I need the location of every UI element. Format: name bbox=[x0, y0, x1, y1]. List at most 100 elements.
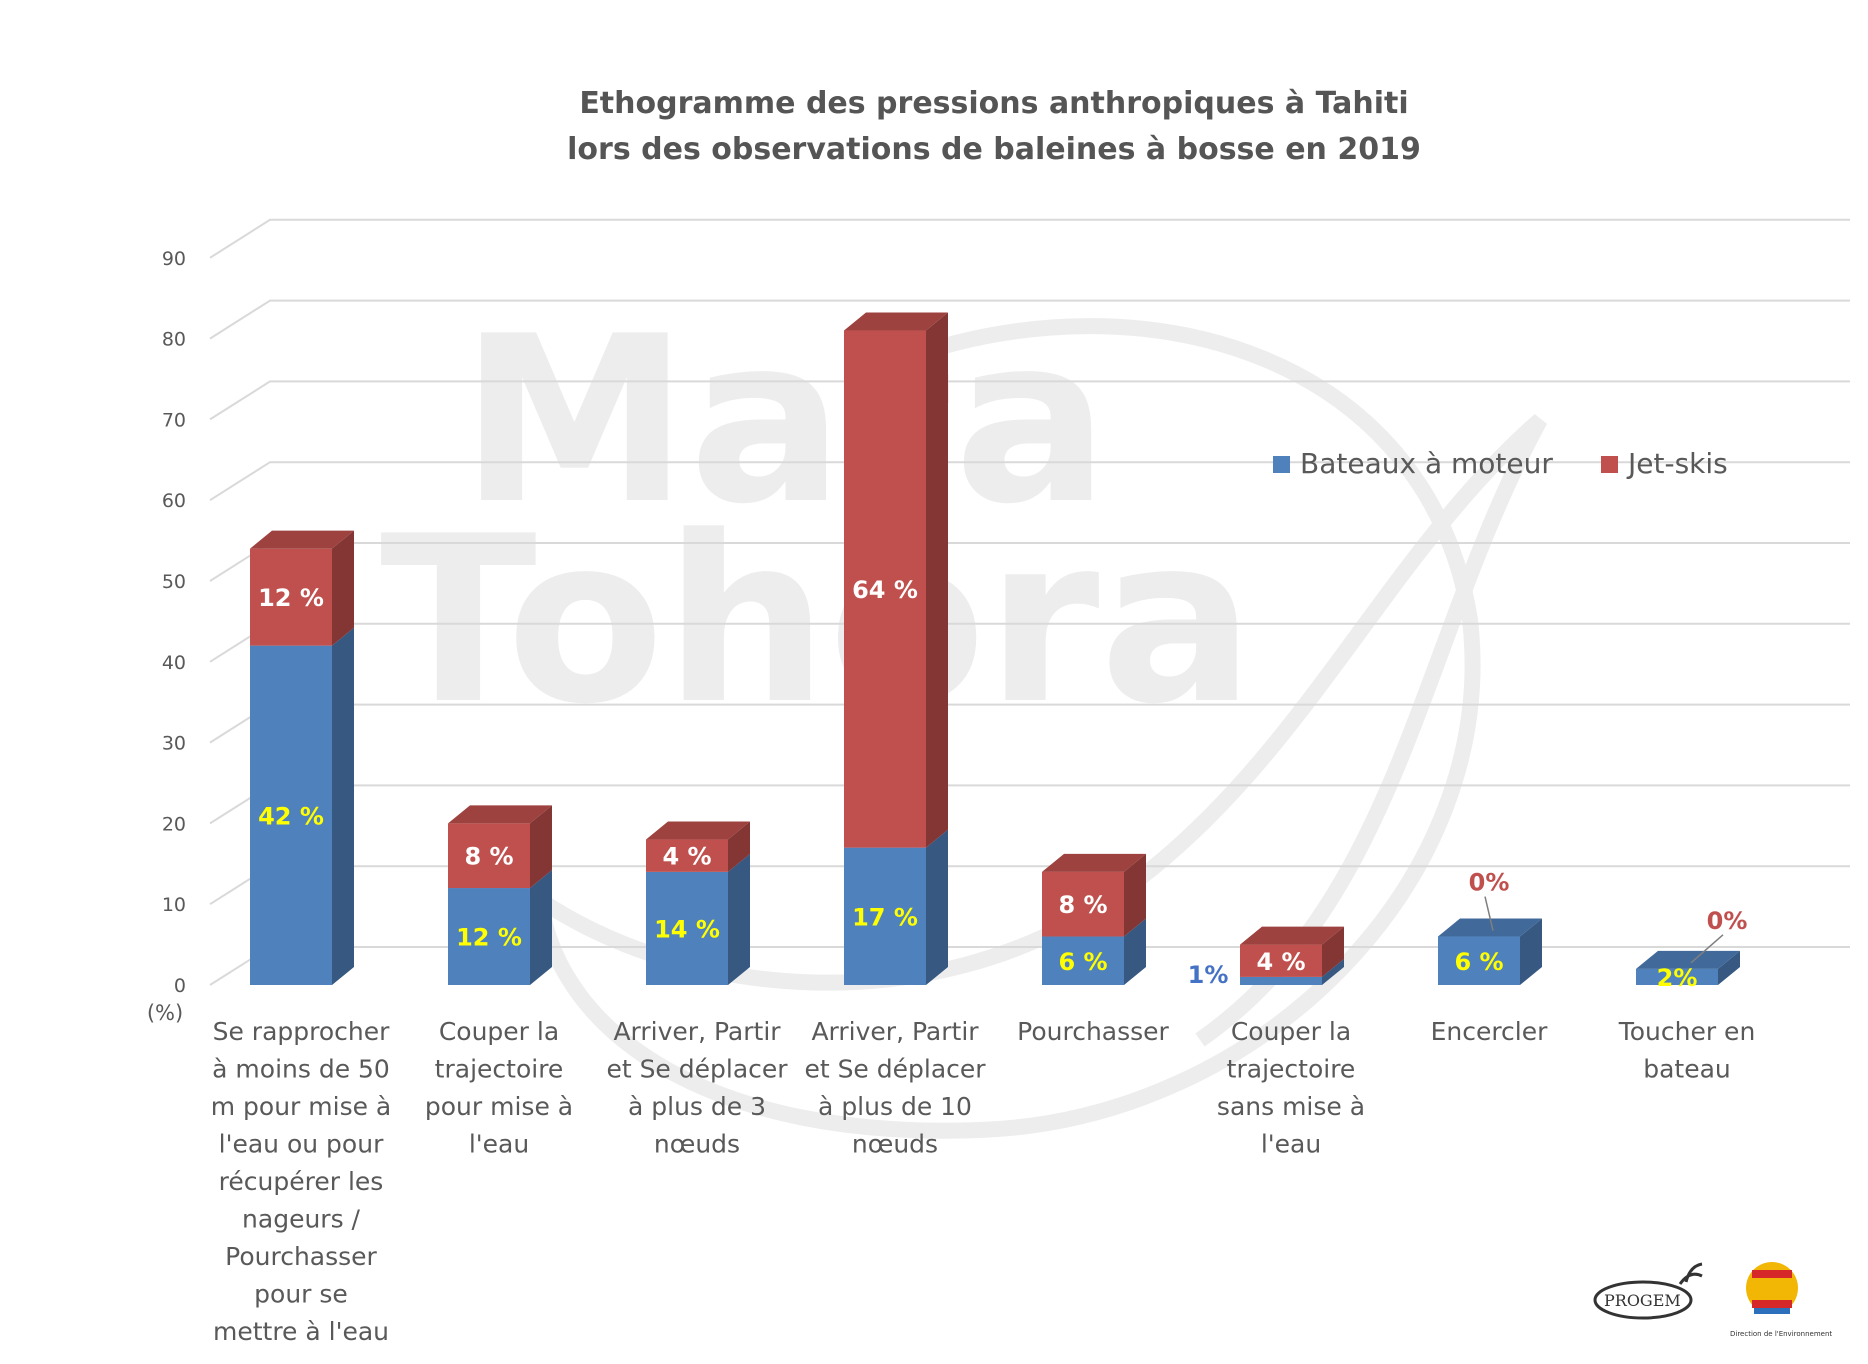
data-label-jetskis-6: 4 % bbox=[1256, 948, 1305, 976]
bar-2-bateaux-front bbox=[448, 888, 530, 985]
y-tick-label-60: 60 bbox=[162, 490, 186, 512]
bar-5-jetskis-front bbox=[1042, 871, 1124, 937]
category-label-1-line-8: pour se bbox=[254, 1280, 348, 1309]
legend-label-2: Jet-skis bbox=[1626, 447, 1728, 480]
bar-1 bbox=[250, 530, 354, 985]
category-label-7: Encercler bbox=[1431, 1017, 1549, 1046]
y-tick-label-0: 0 bbox=[174, 975, 186, 997]
bar-4 bbox=[844, 312, 948, 985]
data-label-bateaux-3: 14 % bbox=[654, 915, 720, 943]
bar-2-jetskis-top bbox=[448, 805, 552, 824]
y-axis-unit: (%) bbox=[147, 1001, 183, 1025]
watermark-line2: Tohora bbox=[380, 488, 1255, 755]
bar-5-bateaux-side bbox=[1124, 918, 1146, 985]
bar-7 bbox=[1438, 918, 1542, 985]
chart-title-line-1: Ethogramme des pressions anthropiques à … bbox=[579, 86, 1408, 121]
bar-6-jetskis-front bbox=[1240, 944, 1322, 977]
legend-swatch-2 bbox=[1601, 456, 1618, 473]
category-label-2: Couper la trajectoire pour mise à l'eau bbox=[425, 1017, 573, 1159]
category-label-2-line-1: Couper la bbox=[439, 1017, 559, 1046]
category-label-3-line-2: et Se déplacer bbox=[606, 1055, 788, 1084]
category-label-6: Couper la trajectoire sans mise à l'eau bbox=[1217, 1017, 1365, 1159]
category-label-8-line-1: Toucher en bbox=[1618, 1017, 1756, 1046]
bar-7-bateaux-front bbox=[1438, 936, 1520, 985]
bar-1-jetskis-side bbox=[332, 530, 354, 646]
legend: Bateaux à moteur Jet-skis bbox=[1273, 447, 1728, 480]
bar-2-jetskis-side bbox=[530, 805, 552, 889]
bar-6 bbox=[1240, 926, 1344, 985]
category-label-1-line-5: récupérer les bbox=[219, 1167, 384, 1196]
category-label-4: Arriver, Partir et Se déplacer à plus de 1… bbox=[804, 1017, 986, 1159]
leader-line-jetskis-8 bbox=[1690, 934, 1724, 964]
category-label-1-line-1: Se rapprocher bbox=[213, 1017, 391, 1046]
category-label-2-line-2: trajectoire bbox=[435, 1055, 564, 1084]
category-label-2-line-4: l'eau bbox=[469, 1130, 529, 1159]
data-label-bateaux-4: 17 % bbox=[852, 903, 918, 931]
category-label-4-line-1: Arriver, Partir bbox=[811, 1017, 979, 1046]
category-label-6-line-3: sans mise à bbox=[1217, 1092, 1365, 1121]
category-label-1-line-7: Pourchasser bbox=[225, 1242, 377, 1271]
category-label-3-line-4: nœuds bbox=[654, 1130, 740, 1159]
category-label-1-line-4: l'eau ou pour bbox=[219, 1130, 384, 1159]
bar-3-jetskis-front bbox=[646, 839, 728, 872]
category-label-1-line-9: mettre à l'eau bbox=[213, 1317, 389, 1346]
y-axis: 0 10 20 30 40 50 60 70 80 90 (%) bbox=[147, 248, 186, 1025]
category-label-8: Toucher en bateau bbox=[1618, 1017, 1756, 1084]
bar-7-bateaux-top bbox=[1438, 918, 1542, 937]
data-label-jetskis-5: 8 % bbox=[1058, 891, 1107, 919]
bar-4-jetskis-side bbox=[926, 312, 948, 848]
y-tick-label-10: 10 bbox=[162, 894, 186, 916]
category-label-6-line-2: trajectoire bbox=[1227, 1055, 1356, 1084]
data-label-bateaux-7: 6 % bbox=[1454, 948, 1503, 976]
data-labels: 42 % 12 % 12 % 8 % 14 % 4 % 17 % 64 % 6 % 8 % 1% 4 … bbox=[258, 576, 1747, 992]
bar-1-bateaux-side bbox=[332, 627, 354, 985]
bar-8-bateaux-top bbox=[1636, 950, 1740, 969]
bar-8 bbox=[1636, 950, 1740, 985]
y-tick-label-50: 50 bbox=[162, 571, 186, 593]
y-tick-label-90: 90 bbox=[162, 248, 186, 270]
legend-swatch-1 bbox=[1273, 456, 1290, 473]
category-label-4-line-3: à plus de 10 bbox=[818, 1092, 972, 1121]
data-label-jetskis-1: 12 % bbox=[258, 584, 324, 612]
gridline-70 bbox=[209, 380, 1850, 421]
leader-line-jetskis-7 bbox=[1484, 896, 1494, 931]
category-label-4-line-4: nœuds bbox=[852, 1130, 938, 1159]
progem-logo-outline bbox=[1593, 1280, 1693, 1320]
bar-8-bateaux-side bbox=[1718, 950, 1740, 985]
y-tick-label-70: 70 bbox=[162, 409, 186, 431]
category-label-6-line-1: Couper la bbox=[1231, 1017, 1351, 1046]
bar-1-jetskis-front bbox=[250, 548, 332, 646]
direction-logo-band-bottom bbox=[1752, 1300, 1792, 1308]
bar-6-bateaux-side bbox=[1322, 958, 1344, 985]
category-label-3-line-3: à plus de 3 bbox=[628, 1092, 766, 1121]
bar-5-jetskis-top bbox=[1042, 853, 1146, 872]
category-label-1-line-2: à moins de 50 bbox=[212, 1055, 390, 1084]
gridline-80 bbox=[209, 299, 1850, 340]
bar-2 bbox=[448, 805, 552, 985]
bar-5-jetskis-side bbox=[1124, 853, 1146, 937]
bar-4-jetskis-top bbox=[844, 312, 948, 331]
bar-6-bateaux-front bbox=[1240, 976, 1322, 985]
category-label-1-line-3: m pour mise à bbox=[211, 1092, 392, 1121]
bar-2-jetskis-front bbox=[448, 823, 530, 889]
bar-6-jetskis-top bbox=[1240, 926, 1344, 945]
data-label-jetskis-2: 8 % bbox=[464, 843, 513, 871]
bar-4-bateaux-side bbox=[926, 829, 948, 985]
chart-title: Ethogramme des pressions anthropiques à … bbox=[567, 86, 1421, 167]
progem-logo-text: PROGEM bbox=[1604, 1291, 1681, 1310]
bar-8-bateaux-front bbox=[1636, 968, 1718, 985]
bar-7-bateaux-side bbox=[1520, 918, 1542, 985]
category-label-8-line-2: bateau bbox=[1643, 1055, 1731, 1084]
watermark: Mata Tohora bbox=[380, 288, 1548, 1139]
bar-3-jetskis-top bbox=[646, 821, 750, 840]
y-tick-label-20: 20 bbox=[162, 813, 186, 835]
direction-logo-band-top bbox=[1752, 1270, 1792, 1278]
data-label-jetskis-7: 0% bbox=[1469, 869, 1510, 897]
bar-3-bateaux-side bbox=[728, 853, 750, 985]
gridline-90 bbox=[209, 218, 1850, 259]
category-label-3-line-1: Arriver, Partir bbox=[613, 1017, 781, 1046]
data-label-bateaux-8: 2% bbox=[1657, 964, 1698, 992]
bar-3-jetskis-side bbox=[728, 821, 750, 872]
legend-label-1: Bateaux à moteur bbox=[1300, 447, 1553, 480]
